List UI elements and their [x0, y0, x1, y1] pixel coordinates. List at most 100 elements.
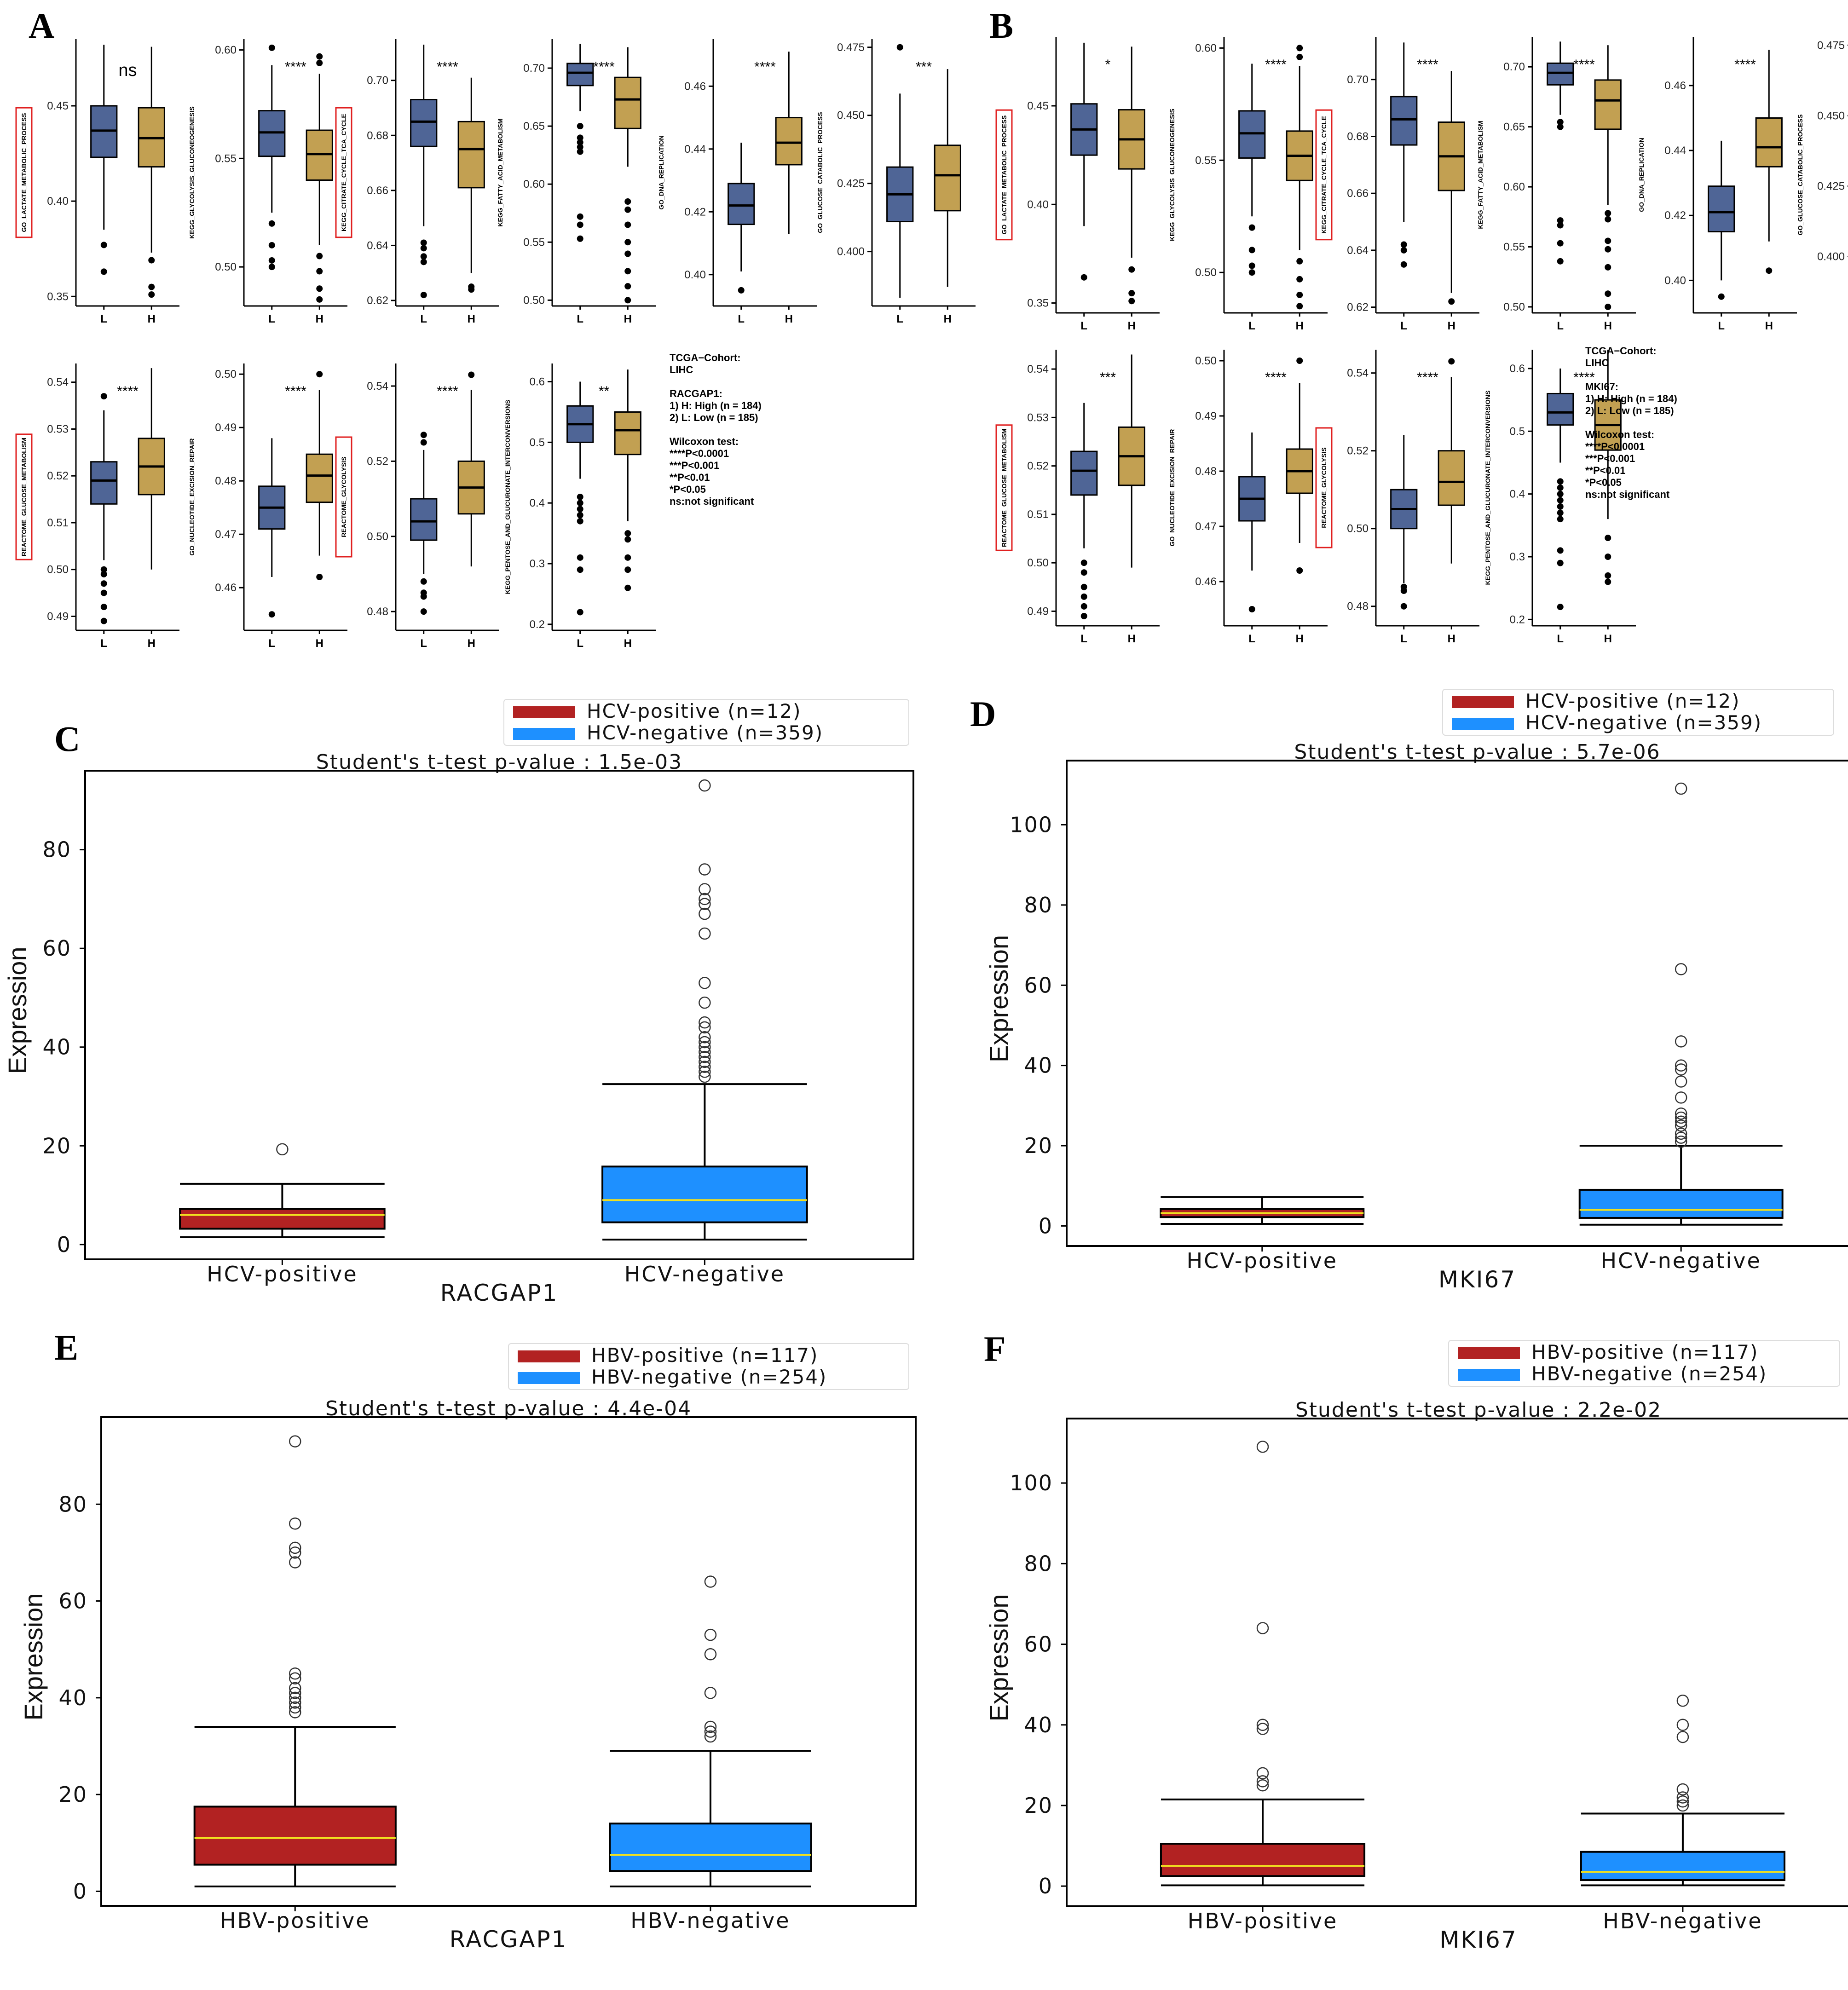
y-tick-label: 0.5: [1510, 425, 1525, 438]
x-tick-label: H: [316, 313, 323, 325]
y-axis-label: REACTOME_GLYCOLYSIS: [1320, 447, 1328, 528]
outlier-point: [1676, 1694, 1689, 1707]
y-tick-label: 80: [1024, 1551, 1053, 1576]
significance-label: ns: [118, 61, 137, 80]
outlier-point: [896, 44, 903, 51]
outlier-point: [699, 1021, 711, 1034]
legend-entry: HCV-negative (n=359): [1525, 711, 1762, 734]
outlier-point: [289, 1667, 301, 1680]
outlier-point: [1675, 1136, 1687, 1148]
outlier-point: [1557, 560, 1564, 566]
info-text: TCGA−Cohort:: [1585, 345, 1657, 357]
outlier-point: [1675, 1111, 1687, 1124]
legend: HCV-positive (n=12)HCV-negative (n=359): [1442, 689, 1834, 736]
y-tick-label: 0.60: [215, 44, 237, 57]
panel-c: HCV-positive (n=12)HCV-negative (n=359)S…: [3, 699, 914, 1306]
y-tick-label: 0.54: [367, 380, 388, 392]
outlier-point: [624, 554, 631, 561]
outlier-point: [268, 611, 275, 618]
x-tick-label: L: [1400, 320, 1407, 332]
legend-frame: [508, 1343, 909, 1390]
box-h: [1286, 45, 1313, 310]
outlier-point: [577, 554, 583, 561]
legend-entry: HCV-negative (n=359): [587, 721, 823, 744]
outlier-point: [624, 530, 631, 537]
info-text: **P<0.01: [1585, 465, 1625, 476]
y-axis-label: KEGG_FATTY_ACID_METABOLISM: [1477, 121, 1484, 229]
y-tick-label: 0.450: [837, 110, 865, 122]
y-tick-label: 0.48: [1347, 600, 1369, 613]
subplot-go-nucleotide-excision-repair: 0.46 0.47 0.48 0.49 0.50 GO_NUCLEOTIDE_EXCISI…: [188, 363, 347, 650]
outlier-point: [289, 1541, 301, 1554]
significance-label: **: [599, 384, 610, 399]
outlier-point: [1605, 216, 1611, 223]
subplot-go-glucose-catabolic-process: 0.400 0.425 0.450 0.475 GO_GLUCOSE_CATABOLIC…: [1796, 39, 1848, 263]
outlier-point: [577, 518, 583, 525]
subplot-kegg-citrate-cycle-tca-cycle: 0.62 0.64 0.66 0.68 0.70 KEGG_CITRATE_CYCLE_T…: [335, 39, 499, 325]
subplot-go-dna-replication: 0.40 0.42 0.44 0.46 GO_DNA_REPLICATION L H ****: [1638, 37, 1797, 332]
box-h: [775, 52, 803, 234]
outlier-point: [624, 536, 631, 543]
legend-frame: [1448, 1340, 1840, 1387]
outlier-point: [699, 1016, 711, 1029]
box-l: [1238, 433, 1266, 612]
outlier-point: [624, 566, 631, 573]
box-h: [1118, 46, 1145, 305]
y-tick-label: 0.68: [1347, 130, 1369, 143]
legend-swatch: [513, 706, 575, 718]
x-tick-label: L: [268, 313, 275, 325]
outlier-point: [1256, 1441, 1269, 1453]
y-tick-label: 0.42: [1664, 209, 1686, 222]
outlier-point: [1675, 1075, 1687, 1088]
y-tick-label: 0.40: [1027, 198, 1049, 211]
iqr-box: [1594, 79, 1622, 130]
outlier-point: [1676, 1719, 1689, 1731]
y-axis-label: KEGG_FATTY_ACID_METABOLISM: [497, 118, 504, 226]
outlier-point: [100, 242, 107, 248]
x-tick-label: L: [1248, 633, 1255, 645]
y-tick-label: 0.46: [1664, 80, 1686, 92]
box-h: [1118, 354, 1145, 568]
y-tick-label: 80: [1024, 893, 1053, 917]
info-text: ***P<0.001: [1585, 453, 1635, 464]
outlier-point: [289, 1687, 301, 1699]
outlier-point: [420, 593, 427, 600]
y-tick-label: 0.44: [684, 143, 706, 156]
box-h: [138, 368, 165, 570]
legend: HCV-positive (n=12)HCV-negative (n=359): [503, 699, 909, 746]
outlier-point: [1675, 1115, 1687, 1128]
box-l: [1708, 140, 1735, 300]
info-text: RACGAP1:: [670, 388, 722, 399]
x-tick-label: HBV-negative: [630, 1908, 790, 1933]
y-axis-label: KEGG_CITRATE_CYCLE_TCA_CYCLE: [340, 114, 347, 231]
y-tick-label: 0.55: [1195, 154, 1217, 167]
outlier-point: [268, 220, 275, 227]
y-tick-label: 0.70: [367, 75, 388, 87]
y-tick-label: 0.53: [47, 423, 69, 435]
info-text: *P<0.05: [1585, 477, 1622, 488]
outlier-point: [577, 609, 583, 616]
outlier-point: [148, 257, 155, 264]
outlier-point: [1296, 291, 1303, 298]
y-tick-label: 0.47: [1195, 520, 1217, 533]
significance-label: ****: [285, 384, 306, 399]
y-tick-label: 0.50: [1347, 523, 1369, 535]
outlier-point: [1557, 516, 1564, 523]
y-tick-label: 0.70: [1503, 61, 1525, 73]
info-text: TCGA−Cohort:: [670, 352, 741, 363]
x-tick-label: H: [944, 313, 952, 325]
subplot-go-nucleotide-excision-repair: 0.46 0.47 0.48 0.49 0.50 GO_NUCLEOTIDE_EXCISI…: [1168, 350, 1328, 645]
y-tick-label: 0.400: [837, 246, 865, 258]
outlier-point: [577, 134, 583, 141]
box-l: [1390, 42, 1418, 268]
outlier-point: [1676, 1730, 1689, 1743]
y-axis-label: GO_GLUCOSE_CATABOLIC_PROCESS: [816, 112, 824, 233]
highlight-box: [1315, 109, 1333, 241]
outlier-point: [624, 198, 631, 205]
panel-e: HBV-positive (n=117)HBV-negative (n=254)…: [19, 1343, 917, 1953]
subplot-reactome-glycolysis: 0.48 0.50 0.52 0.54 REACTOME_GLYCOLYSIS L H ***…: [335, 363, 499, 650]
box-hcv-negative: [1578, 782, 1784, 1226]
subplot-kegg-fatty-acid-metabolism: 0.50 0.55 0.60 0.65 0.70 KEGG_FATTY_ACID_META…: [1477, 37, 1636, 332]
outlier-point: [624, 584, 631, 591]
outlier-point: [577, 494, 583, 500]
